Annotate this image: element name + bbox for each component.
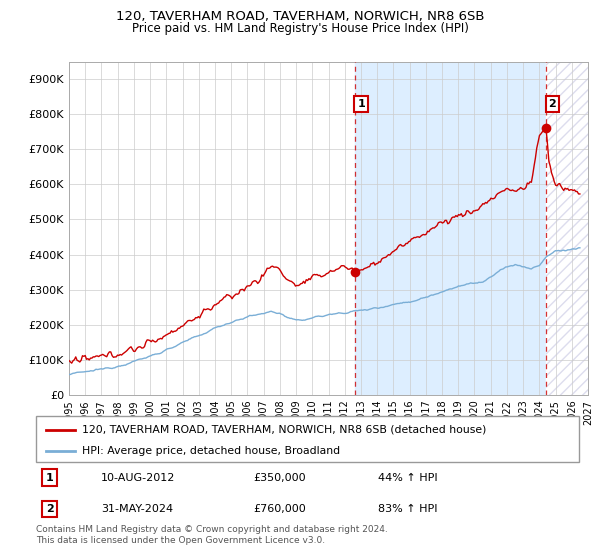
Bar bbox=[546, 62, 588, 395]
Text: 44% ↑ HPI: 44% ↑ HPI bbox=[378, 473, 438, 483]
Text: HPI: Average price, detached house, Broadland: HPI: Average price, detached house, Broa… bbox=[82, 446, 340, 455]
Text: 120, TAVERHAM ROAD, TAVERHAM, NORWICH, NR8 6SB: 120, TAVERHAM ROAD, TAVERHAM, NORWICH, N… bbox=[116, 10, 484, 23]
Text: 1: 1 bbox=[357, 99, 365, 109]
Text: 10-AUG-2012: 10-AUG-2012 bbox=[101, 473, 176, 483]
Text: 1: 1 bbox=[46, 473, 53, 483]
Text: Contains HM Land Registry data © Crown copyright and database right 2024.
This d: Contains HM Land Registry data © Crown c… bbox=[36, 525, 388, 545]
Text: 31-MAY-2024: 31-MAY-2024 bbox=[101, 504, 173, 514]
Text: Price paid vs. HM Land Registry's House Price Index (HPI): Price paid vs. HM Land Registry's House … bbox=[131, 22, 469, 35]
Bar bbox=[355, 62, 546, 395]
Text: 2: 2 bbox=[548, 99, 556, 109]
Text: 83% ↑ HPI: 83% ↑ HPI bbox=[378, 504, 437, 514]
Text: 2: 2 bbox=[46, 504, 53, 514]
Text: 120, TAVERHAM ROAD, TAVERHAM, NORWICH, NR8 6SB (detached house): 120, TAVERHAM ROAD, TAVERHAM, NORWICH, N… bbox=[82, 425, 487, 435]
Text: £760,000: £760,000 bbox=[253, 504, 306, 514]
Bar bbox=[546, 62, 588, 395]
Text: £350,000: £350,000 bbox=[253, 473, 306, 483]
